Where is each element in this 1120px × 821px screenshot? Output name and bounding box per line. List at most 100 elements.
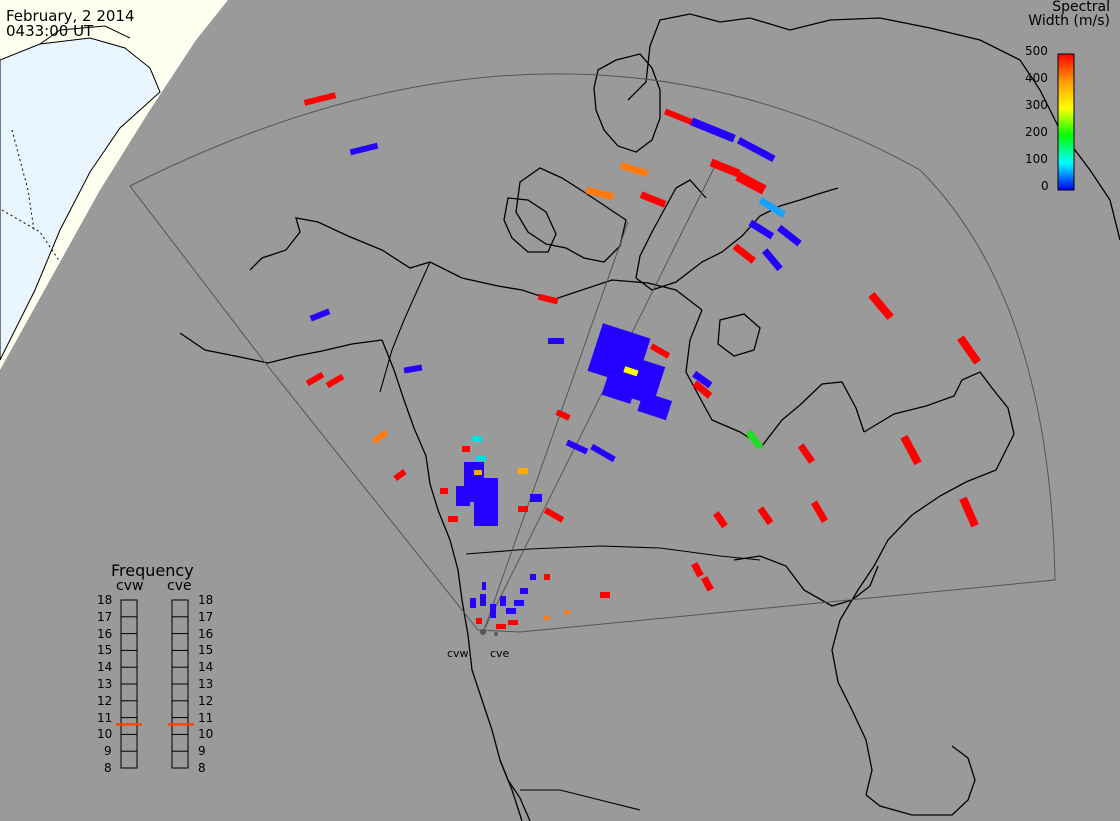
echo [530, 494, 542, 502]
echo [349, 142, 379, 156]
freq-tick-right: 18 [198, 593, 214, 607]
atlantic-coast [831, 433, 1015, 796]
echo [305, 371, 325, 387]
echo [712, 511, 728, 529]
site-marker-cve [494, 632, 498, 636]
echo [518, 468, 528, 474]
victoria-island [503, 197, 557, 253]
echo [692, 380, 713, 399]
baja [499, 759, 531, 821]
freq-tick-right: 8 [198, 761, 206, 775]
echo [470, 598, 476, 608]
echo [639, 191, 667, 208]
labrador-coast [863, 371, 1015, 435]
greenland-west [627, 13, 1041, 101]
echo [600, 592, 610, 598]
great-lakes [733, 555, 879, 607]
echo [565, 439, 589, 455]
canada-arctic-coast [429, 261, 703, 311]
echo [537, 293, 559, 305]
alaska-canada-border [379, 261, 431, 393]
frequency-scales [116, 599, 194, 769]
borders [379, 261, 761, 811]
freq-tick-right: 10 [198, 727, 214, 742]
echo [564, 610, 570, 614]
freq-tick-right: 12 [198, 693, 214, 708]
echo [482, 582, 486, 590]
date-label: February, 2 2014 [6, 7, 135, 25]
freq-tick-right: 15 [198, 643, 214, 658]
freq-tick-right: 14 [198, 660, 214, 675]
echo [663, 108, 695, 126]
fov-outline [129, 73, 1056, 633]
hudson-bay-west [685, 309, 801, 447]
colorbar-title: Spectral Width (m/s) [1028, 0, 1110, 28]
echo [472, 436, 482, 442]
echo [476, 456, 486, 461]
ellesmere [593, 53, 661, 153]
echo [590, 443, 616, 463]
echo [500, 596, 506, 606]
echo [303, 92, 337, 106]
echo [548, 338, 564, 344]
site-marker-cvw [480, 629, 486, 635]
echo [476, 618, 482, 624]
echo [761, 248, 783, 272]
freq-tick-left: 16 [97, 626, 113, 641]
echo [543, 507, 565, 523]
radar-sites [480, 629, 498, 636]
site-label-cve: cve [490, 647, 510, 660]
time-label: 0433:00 UT [6, 22, 94, 40]
radar-fov [129, 73, 1056, 633]
arctic-islands [515, 167, 627, 263]
echo [490, 604, 496, 618]
echo [623, 366, 639, 377]
echo [456, 486, 470, 506]
echo [637, 391, 673, 421]
coastlines [179, 13, 1120, 821]
colorbar-tick: 0 [1041, 179, 1049, 193]
timestamp-block: February, 2 2014 0433:00 UT [6, 9, 135, 39]
echo [403, 364, 423, 374]
echo [393, 469, 407, 481]
echo [736, 137, 776, 163]
echo [601, 375, 637, 404]
echo [474, 470, 482, 475]
colorbar-tick: 200 [1025, 125, 1048, 139]
echo [619, 161, 649, 178]
echo [514, 600, 524, 606]
freq-tick-left: 18 [97, 593, 113, 607]
echo [957, 335, 981, 365]
freq-tick-left: 11 [97, 710, 113, 725]
echo [709, 158, 741, 178]
echo [758, 197, 786, 218]
echo [649, 343, 671, 359]
colorbar-tick: 400 [1025, 71, 1048, 85]
echo [496, 624, 506, 629]
echo [959, 496, 979, 528]
terminator-region [0, 0, 228, 370]
echo [462, 446, 470, 452]
us-mexico-border [520, 789, 641, 811]
echo [868, 291, 894, 321]
colorbar-scale [1057, 53, 1075, 191]
echo [440, 488, 448, 494]
freq-tick-left: 17 [97, 609, 113, 624]
echo [757, 506, 774, 526]
echo [735, 171, 767, 195]
freq-tick-right: 9 [198, 744, 206, 759]
echo [474, 478, 498, 526]
colorbar-title-line2: Width (m/s) [1028, 13, 1110, 29]
fov-beam-cvw [483, 221, 629, 631]
freq-tick-right: 17 [198, 609, 214, 624]
echo [448, 516, 458, 522]
echo [325, 373, 345, 389]
site-label-cvw: cvw [447, 647, 469, 660]
alaska-north-coast [249, 217, 431, 271]
freq-tick-left: 13 [97, 677, 113, 691]
fov-beam-cve [483, 167, 715, 631]
echo [518, 506, 528, 512]
echo [690, 117, 736, 143]
pacific-coast [381, 339, 523, 821]
